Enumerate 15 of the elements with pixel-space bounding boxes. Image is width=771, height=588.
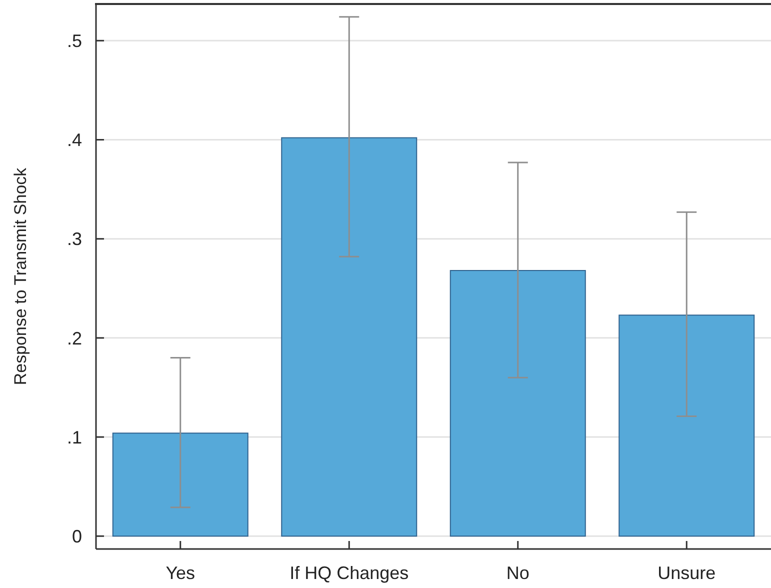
x-tick-label: If HQ Changes [290, 562, 409, 583]
bar [281, 137, 418, 537]
x-tick-label: Unsure [658, 562, 716, 583]
y-tick-label: .4 [66, 130, 82, 150]
x-tick-label: No [506, 562, 530, 583]
y-tick-label: .1 [66, 427, 82, 448]
x-tick-label: Yes [166, 562, 196, 583]
y-axis-title: Response to Transmit Shock [10, 167, 30, 386]
bar [450, 270, 586, 537]
y-tick-label: .3 [66, 229, 82, 250]
bar [112, 432, 248, 537]
y-tick-label: 0 [72, 526, 82, 547]
y-tick-label: .5 [66, 31, 82, 52]
bar [618, 314, 755, 537]
y-tick-label: .2 [66, 328, 82, 348]
